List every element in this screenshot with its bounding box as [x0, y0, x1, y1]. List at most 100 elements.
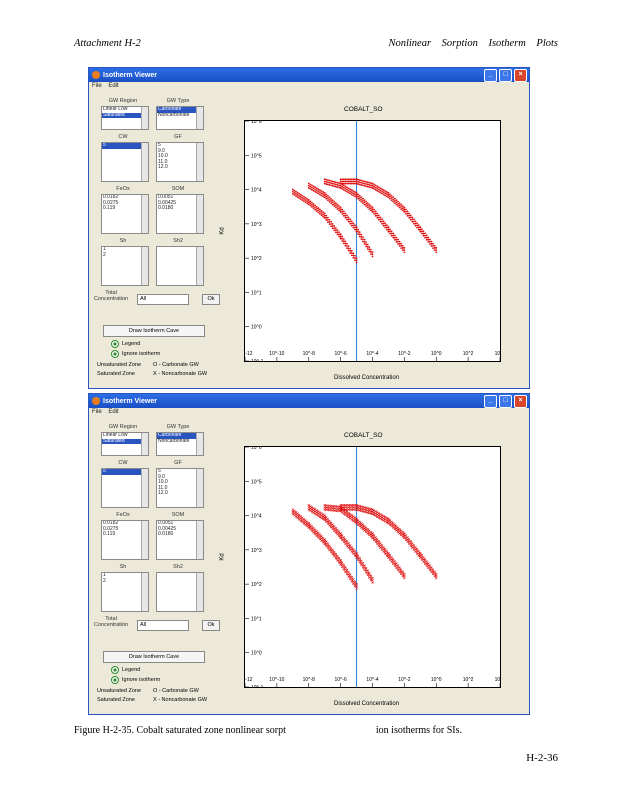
list-option[interactable]: Noncarbonate: [158, 111, 190, 118]
listbox-som[interactable]: 0.0051 0.00425 0.0180: [156, 194, 204, 234]
list-option[interactable]: Saturated: [102, 438, 141, 444]
minimize-button[interactable]: _: [484, 394, 497, 408]
list-option[interactable]: 0.0180: [158, 205, 174, 211]
listbox-gf[interactable]: 5 9.0 10.0 11.0 12.0: [156, 468, 204, 508]
list-option[interactable]: 11.0: [158, 158, 168, 165]
label-concentration: Total Concentration: [93, 290, 129, 302]
menu-edit[interactable]: Edit: [108, 409, 119, 415]
list-option[interactable]: 12.0: [158, 164, 168, 170]
list-option[interactable]: Saturated: [102, 112, 141, 118]
listbox-scrollbar[interactable]: [141, 195, 148, 233]
ok-button[interactable]: Ok: [202, 620, 220, 631]
list-option[interactable]: 0.0180: [158, 531, 174, 537]
list-option[interactable]: 0.119: [103, 531, 116, 537]
radio-legend[interactable]: Legend: [111, 666, 140, 674]
listbox-scrollbar[interactable]: [141, 143, 148, 181]
list-option[interactable]: 0.0051: [158, 520, 174, 526]
list-option[interactable]: 10.0: [158, 153, 168, 159]
list-option[interactable]: 5: [158, 142, 161, 148]
listbox-scrollbar[interactable]: [196, 195, 203, 233]
list-option[interactable]: 0.00425: [158, 199, 177, 206]
list-option[interactable]: 2: [103, 251, 106, 258]
x-tick-label: 10^-10: [269, 677, 284, 683]
radio-legend[interactable]: Legend: [111, 340, 140, 348]
list-option[interactable]: 1: [103, 572, 106, 578]
listbox-scrollbar[interactable]: [141, 433, 148, 455]
menu-file[interactable]: File: [92, 83, 102, 89]
list-option[interactable]: 0.0275: [103, 525, 119, 532]
radio-ignore-isotherm[interactable]: Ignore isotherm: [111, 676, 160, 684]
listbox-scrollbar[interactable]: [196, 107, 203, 129]
maximize-button[interactable]: □: [499, 68, 512, 82]
draw-isotherm-button[interactable]: Draw Isotherm Cave: [103, 325, 205, 337]
list-option[interactable]: Linear Low: [103, 106, 128, 112]
listbox-sh2[interactable]: [156, 572, 204, 612]
listbox-som[interactable]: 0.0051 0.00425 0.0180: [156, 520, 204, 560]
listbox-scrollbar[interactable]: [141, 247, 148, 285]
menu-file[interactable]: File: [92, 409, 102, 415]
data-point: [371, 255, 374, 258]
menu-edit[interactable]: Edit: [108, 83, 119, 89]
listbox-gw-type[interactable]: Carbonate Noncarbonate: [156, 106, 204, 130]
ok-button[interactable]: Ok: [202, 294, 220, 305]
list-option[interactable]: 10.0: [158, 479, 168, 485]
listbox-gw-region[interactable]: Linear Low Saturated: [101, 432, 149, 456]
list-option[interactable]: 9.0: [158, 147, 165, 154]
radio-ignore-isotherm[interactable]: Ignore isotherm: [111, 350, 160, 358]
list-option[interactable]: Carbonate: [157, 107, 196, 113]
listbox-scrollbar[interactable]: [141, 521, 148, 559]
list-option[interactable]: 5: [102, 469, 141, 475]
close-button[interactable]: ×: [514, 394, 527, 408]
data-point: [317, 207, 320, 209]
listbox-scrollbar[interactable]: [196, 433, 203, 455]
list-option[interactable]: 2: [103, 577, 106, 584]
listbox-gw-type[interactable]: Carbonate Noncarbonate: [156, 432, 204, 456]
close-button[interactable]: ×: [514, 68, 527, 82]
listbox-scrollbar[interactable]: [141, 573, 148, 611]
listbox-scrollbar[interactable]: [196, 469, 203, 507]
window-titlebar[interactable]: Isotherm Viewer _ □ ×: [89, 394, 529, 408]
list-option[interactable]: 0.0182: [103, 194, 119, 200]
listbox-scrollbar[interactable]: [141, 469, 148, 507]
listbox-feox[interactable]: 0.0182 0.0275 0.119: [101, 194, 149, 234]
data-point: [313, 512, 317, 515]
data-point: [369, 574, 373, 577]
listbox-scrollbar[interactable]: [196, 143, 203, 181]
window-titlebar[interactable]: Isotherm Viewer _ □ ×: [89, 68, 529, 82]
listbox-scrollbar[interactable]: [196, 247, 203, 285]
minimize-button[interactable]: _: [484, 68, 497, 82]
listbox-scrollbar[interactable]: [141, 107, 148, 129]
list-option[interactable]: 11.0: [158, 484, 168, 491]
list-option[interactable]: 0.0182: [103, 520, 119, 526]
concentration-popup[interactable]: All: [137, 294, 189, 305]
listbox-gw-region[interactable]: Linear Low Saturated: [101, 106, 149, 130]
listbox-sh2[interactable]: [156, 246, 204, 286]
list-option[interactable]: 1: [103, 246, 106, 252]
list-option[interactable]: Noncarbonate: [158, 437, 190, 444]
listbox-feox[interactable]: 0.0182 0.0275 0.119: [101, 520, 149, 560]
listbox-scrollbar[interactable]: [196, 573, 203, 611]
list-option[interactable]: 0.0275: [103, 199, 119, 206]
listbox-scrollbar[interactable]: [196, 521, 203, 559]
data-point: [387, 196, 390, 199]
list-option[interactable]: 9.0: [158, 473, 165, 480]
matlab-app-icon: [92, 71, 100, 79]
list-option[interactable]: 5: [158, 468, 161, 474]
list-option[interactable]: 5: [102, 143, 141, 149]
maximize-button[interactable]: □: [499, 394, 512, 408]
list-option[interactable]: 12.0: [158, 490, 168, 496]
listbox-gf[interactable]: 5 9.0 10.0 11.0 12.0: [156, 142, 204, 182]
listbox-cw[interactable]: 5: [101, 468, 149, 508]
list-option[interactable]: 0.0051: [158, 194, 174, 200]
list-option[interactable]: Linear Low: [103, 432, 128, 438]
list-option[interactable]: Carbonate: [157, 433, 196, 439]
listbox-cw[interactable]: 5: [101, 142, 149, 182]
list-option[interactable]: 0.119: [103, 205, 116, 211]
draw-isotherm-button[interactable]: Draw Isotherm Cave: [103, 651, 205, 663]
data-point: [366, 243, 369, 246]
concentration-popup[interactable]: All: [137, 620, 189, 631]
data-point: [395, 203, 398, 206]
list-option[interactable]: 0.00425: [158, 525, 177, 532]
